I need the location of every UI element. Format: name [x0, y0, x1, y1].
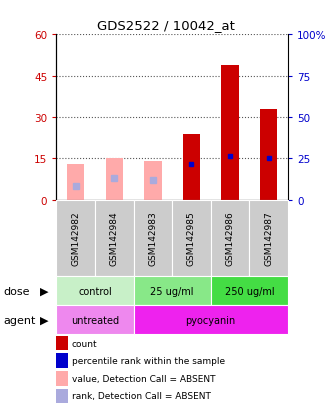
Text: dose: dose	[3, 286, 30, 296]
Text: count: count	[72, 339, 97, 348]
Text: GDS2522 / 10042_at: GDS2522 / 10042_at	[97, 19, 234, 31]
Text: 25 ug/ml: 25 ug/ml	[150, 286, 194, 296]
Bar	[106, 159, 123, 200]
Text: GSM142984: GSM142984	[110, 211, 119, 266]
Bar	[67, 164, 84, 200]
Bar	[183, 134, 200, 200]
Text: ▶: ▶	[40, 286, 48, 296]
Text: GSM142986: GSM142986	[225, 211, 235, 266]
Text: pyocyanin: pyocyanin	[186, 315, 236, 325]
Text: rank, Detection Call = ABSENT: rank, Detection Call = ABSENT	[72, 392, 211, 401]
Bar	[144, 162, 162, 200]
Text: ▶: ▶	[40, 315, 48, 325]
Text: GSM142983: GSM142983	[148, 211, 157, 266]
Bar	[260, 109, 277, 200]
Bar	[221, 65, 239, 200]
Text: 250 ug/ml: 250 ug/ml	[224, 286, 274, 296]
Text: value, Detection Call = ABSENT: value, Detection Call = ABSENT	[72, 374, 215, 383]
Text: agent: agent	[3, 315, 36, 325]
Text: untreated: untreated	[71, 315, 119, 325]
Text: percentile rank within the sample: percentile rank within the sample	[72, 356, 225, 366]
Text: GSM142985: GSM142985	[187, 211, 196, 266]
Text: control: control	[78, 286, 112, 296]
Text: GSM142987: GSM142987	[264, 211, 273, 266]
Text: GSM142982: GSM142982	[71, 211, 80, 266]
